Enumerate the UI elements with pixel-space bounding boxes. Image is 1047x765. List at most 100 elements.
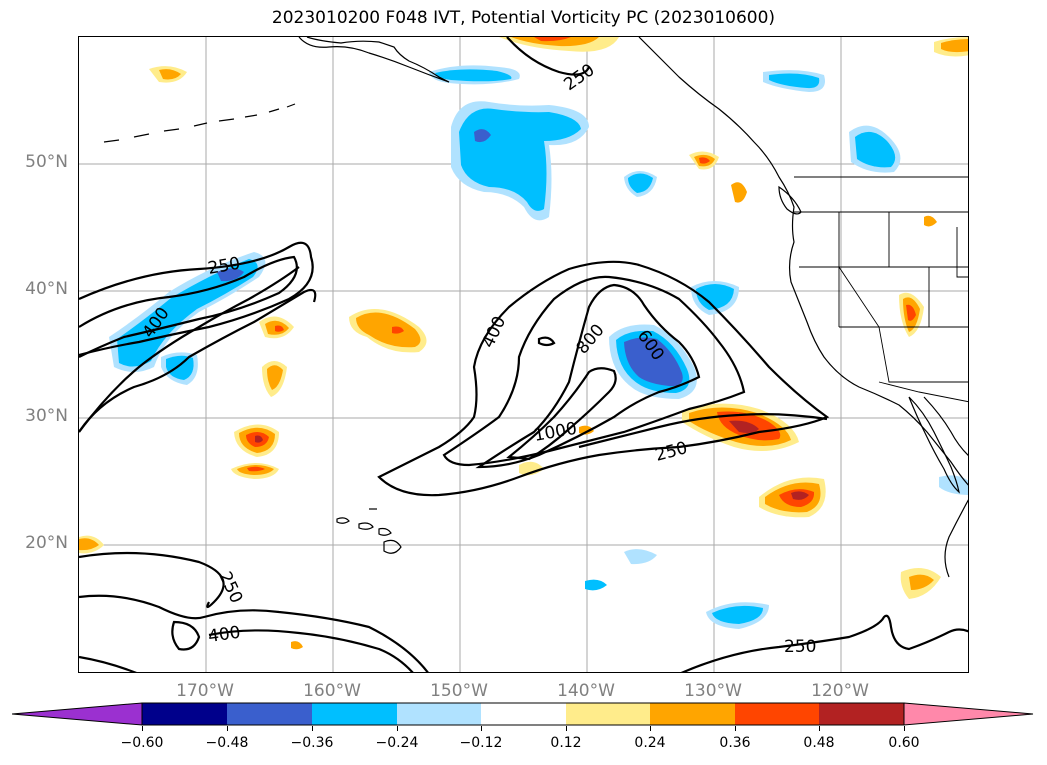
pv-pos-blob-top-core	[511, 37, 599, 47]
contour-label: 250	[784, 637, 816, 657]
pv-pos-blob-swsouth-core	[909, 574, 934, 590]
lon-label-170w: 170°W	[176, 681, 234, 701]
ivt-contour-400-main	[377, 260, 830, 497]
pv-neg-blob-ne-core	[769, 73, 820, 89]
colorbar-tick-label: −0.36	[290, 735, 334, 751]
colorbar-tick-label: 0.12	[550, 735, 582, 751]
colorbar-tick-label: 0.60	[888, 735, 920, 751]
colorbar-bin	[227, 703, 312, 725]
colorbar-bin	[397, 703, 481, 725]
ivt-contour-400-south-b	[208, 629, 414, 672]
pv-pos-blob-ak-strong	[699, 157, 710, 164]
pv-pos-blob-small4	[291, 641, 303, 650]
contour-label: 400	[207, 623, 242, 647]
us-mexico-border	[878, 381, 968, 403]
political-boundaries	[794, 176, 968, 403]
colorbar-tick	[735, 726, 736, 731]
colorbar-tick	[481, 726, 482, 731]
pv-neg-blob-oregon-off-core	[696, 284, 734, 310]
colorbar-bin	[312, 703, 397, 725]
pv-neg-blob-center-core	[624, 337, 683, 387]
colorbar-tick	[397, 726, 398, 731]
colorbar-tick	[904, 726, 905, 731]
colorbar-tick-label: −0.48	[205, 735, 249, 751]
pv-pos-blob-canada	[731, 182, 747, 203]
colorbar-extend-high	[903, 702, 1034, 726]
ivt-contour-400-south	[171, 620, 201, 651]
pv-pos-blob-hi1-core	[356, 312, 421, 348]
pv-neg-blob-gulf-core	[459, 108, 581, 211]
pv-neg-blob-gulf-strong	[474, 129, 491, 143]
pv-pos-blob-hi1-strong	[392, 326, 404, 334]
ivt-contour-250-east	[578, 413, 828, 449]
lon-label-130w: 130°W	[684, 681, 742, 701]
pv-neg-blob-west-2-core	[166, 355, 194, 380]
ivt-contours	[79, 37, 968, 672]
mexico-coast	[944, 499, 968, 578]
colorbar-tick-label: 0.24	[634, 735, 666, 751]
colorbar-tick	[227, 726, 228, 731]
coastlines	[103, 37, 968, 578]
lat-label-50n: 50°N	[25, 152, 68, 172]
contour-label: 250	[560, 60, 598, 95]
lon-label-160w: 160°W	[303, 681, 361, 701]
contour-label: 250	[214, 569, 246, 607]
ivt-contour-small-loop	[537, 336, 556, 347]
pv-neg-blob-north-core	[435, 69, 512, 82]
pv-neg-blob-south2	[624, 549, 657, 565]
pv-pos-blob-small2	[519, 461, 544, 476]
pv-pos-blob-leftedge-core	[79, 538, 99, 551]
pv-pos-blob-nw-core	[159, 69, 181, 80]
pv-neg-blob-west-strong	[217, 268, 244, 282]
lon-label-150w: 150°W	[430, 681, 488, 701]
colorbar-tick	[566, 726, 567, 731]
colorbar-bin	[566, 703, 650, 725]
colorbar-tick-label: 0.36	[719, 735, 751, 751]
map-panel[interactable]: 250 400 250 400 800 600 1000 250 250 400…	[78, 36, 969, 673]
ivt-contour-250-west-outer	[79, 255, 298, 358]
lon-label-140w: 140°W	[557, 681, 615, 701]
contour-label: 250	[653, 438, 690, 466]
contour-label: 400	[478, 313, 510, 351]
ivt-contour-400-west	[79, 288, 317, 433]
colorbar-tick-label: −0.60	[120, 735, 164, 751]
pv-pos-blob-ca-strong	[906, 304, 916, 321]
colorbar-tick	[142, 726, 143, 731]
contour-label: 800	[573, 320, 609, 358]
lon-label-120w: 120°W	[811, 681, 869, 701]
state-line-5	[838, 266, 968, 383]
se-alaska-bc-coast	[638, 37, 968, 486]
colorbar-tick	[312, 726, 313, 731]
pv-neg-blob-south1-core	[712, 605, 763, 624]
pv-negative-anomalies	[109, 65, 968, 629]
pv-neg-blob-bc-core	[855, 131, 896, 168]
colorbar-extend-low	[12, 702, 143, 726]
pv-neg-blob-bajaish	[939, 475, 968, 495]
pv-pos-blob-small1	[579, 425, 594, 435]
colorbar-bin	[650, 703, 735, 725]
pv-pos-blob-topright-core	[941, 39, 968, 53]
ivt-contour-400-west-b	[79, 266, 300, 433]
ivt-contour-250-west	[79, 241, 314, 357]
colorbar-tick-label: −0.24	[375, 735, 419, 751]
colorbar-tick	[819, 726, 820, 731]
ivt-contour-250-se	[680, 614, 968, 672]
vancouver-island	[778, 185, 802, 215]
pv-pos-blob-w1-strong	[275, 325, 284, 332]
ivt-contour-1000	[506, 367, 617, 461]
lat-label-40n: 40°N	[25, 279, 68, 299]
pv-neg-blob-south3	[585, 579, 607, 591]
colorbar-tick-label: −0.12	[459, 735, 503, 751]
pv-pos-blob-w4-strong	[247, 466, 265, 472]
gulf-of-california	[923, 396, 968, 456]
map-title: 2023010200 F048 IVT, Potential Vorticity…	[271, 8, 776, 28]
alaska-coast	[298, 37, 450, 83]
colorbar-bin	[735, 703, 819, 725]
aleutian-islands	[103, 103, 296, 143]
colorbar-tick-label: 0.48	[803, 735, 835, 751]
ivt-contour-north-250	[506, 37, 591, 76]
pv-pos-blob-small3	[924, 215, 937, 227]
pv-pos-blob-east1-dark	[729, 420, 759, 433]
baja-peninsula	[908, 396, 960, 494]
colorbar-bin	[481, 703, 566, 725]
